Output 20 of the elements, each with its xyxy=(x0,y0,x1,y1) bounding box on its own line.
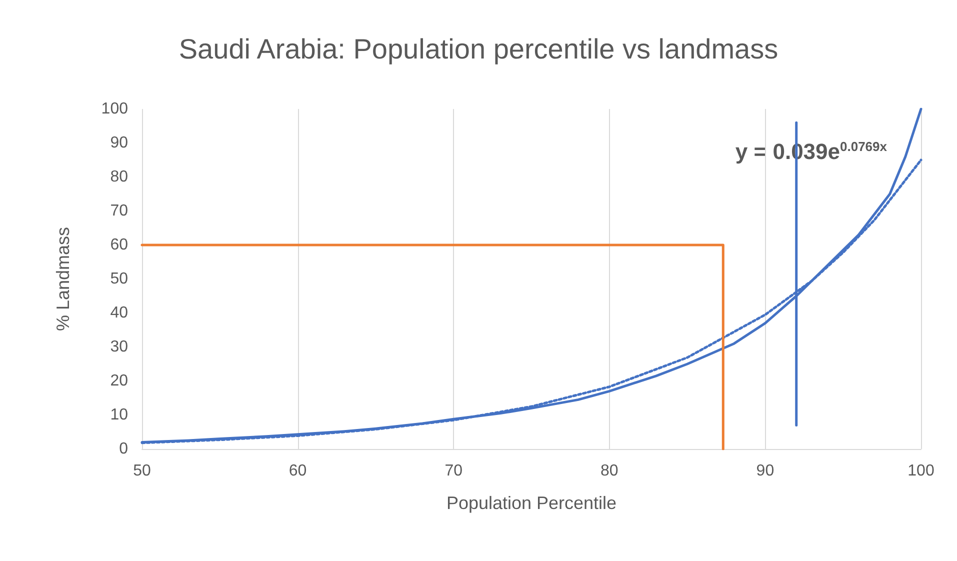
x-tick-label: 90 xyxy=(756,462,774,480)
y-tick-label: 60 xyxy=(110,236,128,254)
y-tick-label: 70 xyxy=(110,202,128,220)
y-tick-label: 10 xyxy=(110,406,128,424)
y-tick-label: 20 xyxy=(110,372,128,390)
x-tick-label: 60 xyxy=(288,462,307,480)
y-axis-title: % Landmass xyxy=(53,226,73,332)
x-tick-label: 80 xyxy=(600,462,618,480)
y-tick-label: 40 xyxy=(110,304,128,322)
x-axis-title: Population Percentile xyxy=(446,493,617,513)
x-tick-label: 50 xyxy=(133,462,151,480)
y-tick-label: 90 xyxy=(110,134,128,152)
y-tick-label: 30 xyxy=(110,338,128,356)
y-tick-label: 100 xyxy=(101,100,128,118)
chart-title: Saudi Arabia: Population percentile vs landmass xyxy=(178,34,778,64)
x-tick-label: 100 xyxy=(908,462,934,480)
y-tick-label: 80 xyxy=(110,168,128,186)
y-tick-label: 0 xyxy=(119,440,128,458)
y-tick-label: 50 xyxy=(110,270,128,288)
x-tick-label: 70 xyxy=(444,462,463,480)
